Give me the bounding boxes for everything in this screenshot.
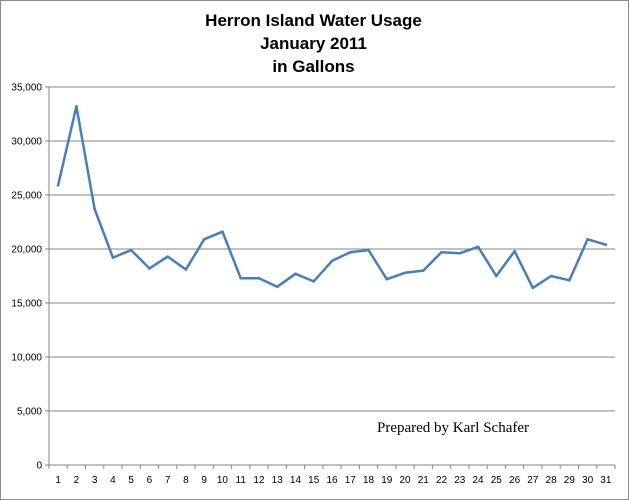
data-point [202,237,206,241]
data-point [568,279,571,282]
data-point [458,252,462,255]
data-point [421,269,425,272]
chart-title-line-2: January 2011 [260,34,367,53]
x-tick-label: 29 [564,475,576,486]
x-tick-label: 14 [290,475,302,486]
data-point [93,207,96,211]
x-tick-label: 20 [399,475,411,486]
x-tick-label: 19 [381,475,393,486]
x-tick-label: 23 [454,475,466,486]
x-tick-label: 6 [147,475,153,486]
series-layer [56,105,608,290]
x-tick-label: 24 [473,475,485,486]
y-tick-label: 35,000 [11,83,42,94]
x-tick-label: 4 [110,475,116,486]
data-point [75,105,78,108]
x-tick-label: 11 [236,475,247,486]
x-tick-label: 25 [491,475,503,486]
data-point [312,280,316,283]
data-point [367,248,370,252]
data-point [476,245,480,249]
x-tick-label: 7 [165,475,171,486]
y-tick-label: 25,000 [11,191,42,202]
grid-lines [49,86,615,412]
x-tick-label: 30 [582,475,594,486]
data-point [275,285,279,289]
data-point [184,268,188,271]
axes: 0 5,000 10,000 15,000 20,000 25,000 30,000 35,0… [11,83,616,486]
y-tick-label: 5,000 [17,407,42,418]
x-tick-label: 12 [253,475,265,486]
x-tick-label: 27 [527,475,539,486]
y-tick-label: 20,000 [11,245,42,256]
data-point [166,255,169,258]
y-tick-label: 0 [36,461,42,472]
data-point [56,183,60,187]
data-point [294,272,297,276]
y-tick-label: 15,000 [11,299,42,310]
x-tick-label: 13 [272,475,284,486]
y-tick-label: 10,000 [11,353,42,364]
x-tick-label: 22 [436,475,448,486]
data-point [239,276,243,280]
data-point [513,249,516,253]
data-point [148,267,151,270]
x-tick-label: 21 [418,475,430,486]
data-point [495,274,498,278]
data-point [531,286,535,290]
chart-title-line-1: Herron Island Water Usage [205,11,422,30]
x-tick-label: 18 [363,475,375,486]
x-tick-label: 2 [74,475,80,486]
data-point [604,243,608,246]
x-tick-label: 28 [546,475,558,486]
x-tick-label: 9 [201,475,207,486]
x-tick-label: 3 [92,475,98,486]
data-point [348,250,352,254]
chart-title: Herron Island Water Usage January 2011 i… [0,9,627,78]
data-point [385,277,389,281]
data-point [221,230,224,234]
y-tick-label: 30,000 [11,137,42,148]
data-point [440,250,443,254]
data-point [330,259,334,263]
x-tick-label: 17 [345,475,357,486]
x-tick-label: 10 [217,475,229,486]
chart-title-line-3: in Gallons [272,57,355,76]
x-tick-label: 31 [600,475,612,486]
x-tick-label: 1 [55,475,61,486]
data-point [129,248,133,252]
x-tick-label: 5 [128,475,134,486]
x-tick-label: 15 [308,475,320,486]
x-tick-label: 8 [183,475,189,486]
data-point [257,276,261,280]
data-point [549,274,553,278]
x-tick-label: 16 [326,475,338,486]
x-tick-label: 26 [509,475,521,486]
data-point [403,271,407,275]
data-point [111,256,115,259]
data-point [586,237,589,241]
annotation-text: Prepared by Karl Schafer [377,420,529,436]
